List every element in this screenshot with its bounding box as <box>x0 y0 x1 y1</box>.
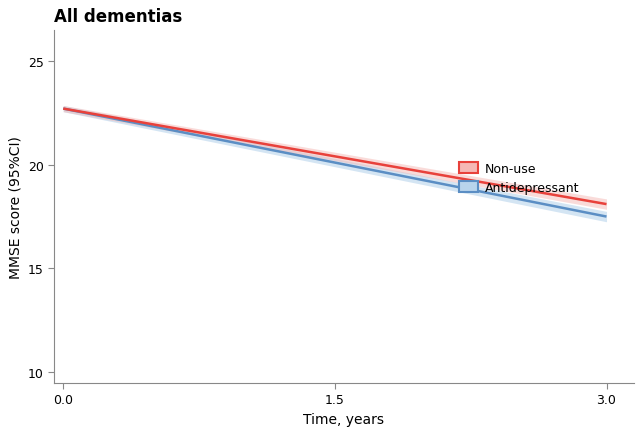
X-axis label: Time, years: Time, years <box>304 412 385 426</box>
Y-axis label: MMSE score (95%CI): MMSE score (95%CI) <box>8 135 22 278</box>
Legend: Non-use, Antidepressant: Non-use, Antidepressant <box>455 158 584 200</box>
Text: All dementias: All dementias <box>54 8 182 26</box>
